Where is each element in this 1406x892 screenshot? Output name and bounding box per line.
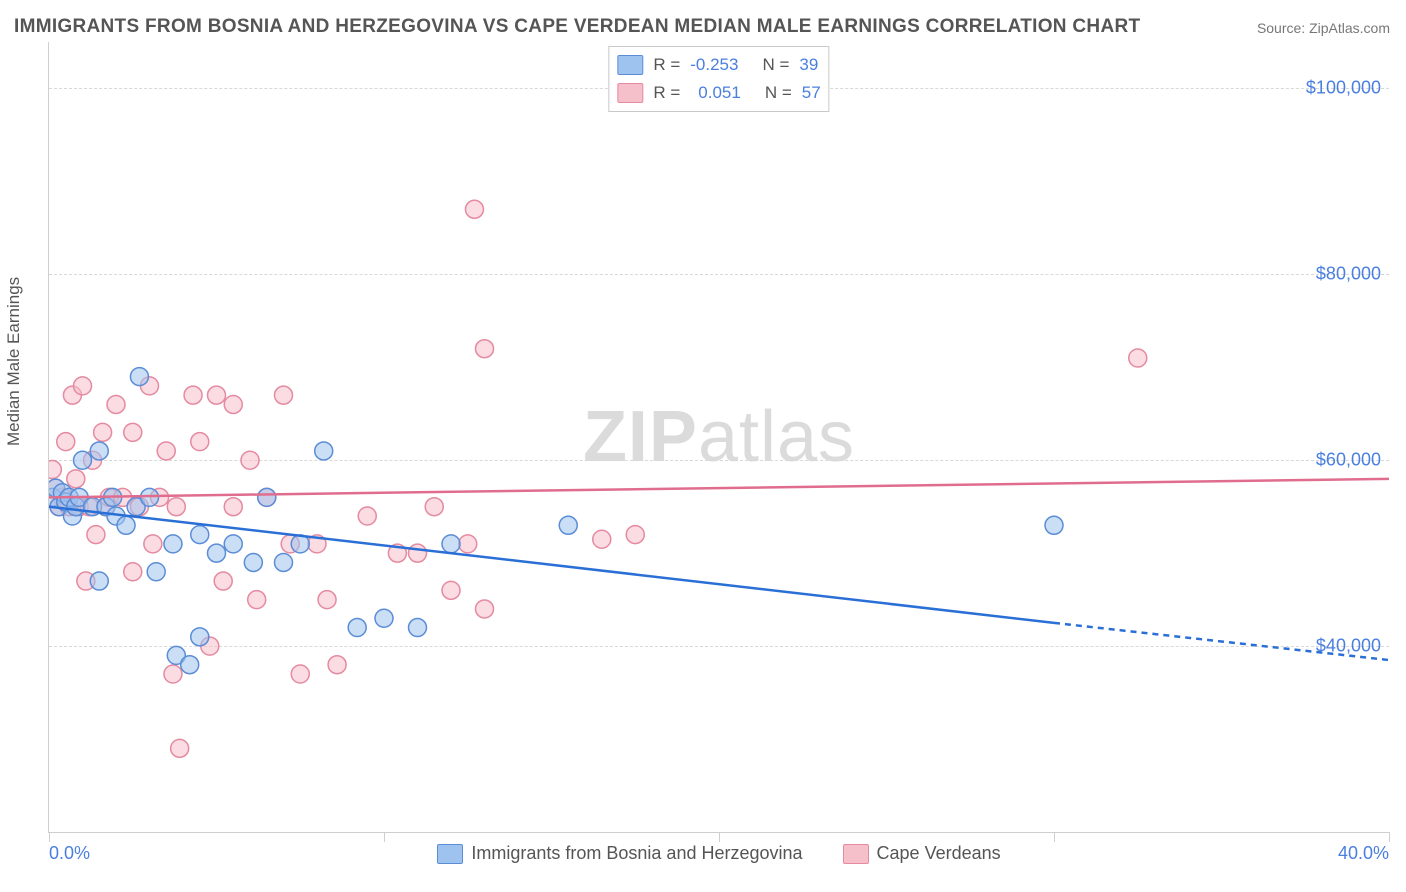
legend-label-a: Immigrants from Bosnia and Herzegovina (471, 843, 802, 864)
legend-item-b: Cape Verdeans (843, 843, 1001, 864)
plot-area: ZIPatlas $40,000$60,000$80,000$100,000 R… (48, 42, 1389, 833)
swatch-series-b-bottom (843, 844, 869, 864)
stats-row-a: R = -0.253 N = 39 (617, 51, 820, 79)
swatch-series-a-bottom (437, 844, 463, 864)
stat-label-r: R = (653, 51, 680, 79)
stat-label-n: N = (762, 51, 789, 79)
chart-root: IMMIGRANTS FROM BOSNIA AND HERZEGOVINA V… (0, 0, 1406, 892)
source-label: Source: ZipAtlas.com (1257, 20, 1390, 36)
stat-a-r: -0.253 (690, 51, 738, 79)
swatch-series-a (617, 55, 643, 75)
stats-row-b: R = 0.051 N = 57 (617, 79, 820, 107)
stat-label-n2: N = (765, 79, 792, 107)
y-axis-label: Median Male Earnings (4, 277, 24, 446)
legend-item-a: Immigrants from Bosnia and Herzegovina (437, 843, 802, 864)
stat-b-r: 0.051 (698, 79, 741, 107)
stat-b-n: 57 (802, 79, 821, 107)
chart-title: IMMIGRANTS FROM BOSNIA AND HERZEGOVINA V… (14, 16, 1140, 38)
stat-label-r2: R = (653, 79, 680, 107)
series-legend: Immigrants from Bosnia and Herzegovina C… (49, 843, 1389, 864)
legend-label-b: Cape Verdeans (877, 843, 1001, 864)
stat-a-n: 39 (799, 51, 818, 79)
stats-legend: R = -0.253 N = 39 R = 0.051 N = 57 (608, 46, 829, 112)
chart-svg (49, 42, 1389, 832)
swatch-series-b (617, 83, 643, 103)
